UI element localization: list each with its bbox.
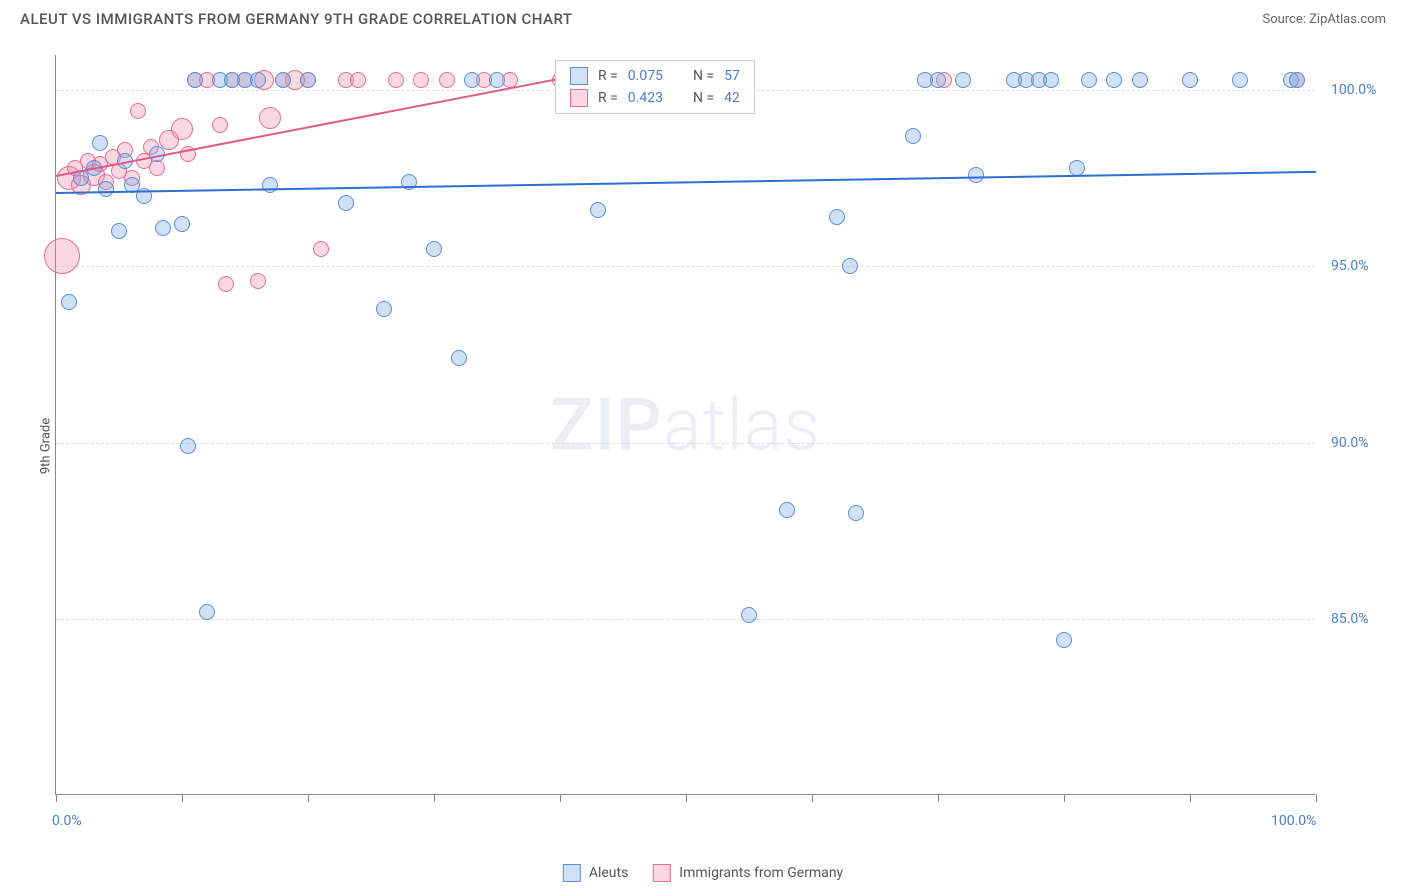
data-point (92, 135, 108, 151)
legend-swatch (563, 864, 581, 882)
chart-title: ALEUT VS IMMIGRANTS FROM GERMANY 9TH GRA… (20, 10, 573, 28)
data-point (155, 220, 171, 236)
legend-row: R = 0.075 N = 57 (556, 65, 754, 87)
x-tick-label: 100.0% (1271, 813, 1316, 829)
y-tick-label: 100.0% (1331, 82, 1376, 98)
legend-stats: R = 0.075 N = 57 R = 0.423 N = 42 (555, 60, 755, 114)
legend-swatch (570, 67, 588, 85)
data-point (174, 216, 190, 232)
data-point (300, 72, 316, 88)
x-tick (182, 794, 183, 802)
data-point (779, 502, 795, 518)
data-point (413, 72, 429, 88)
data-point (171, 118, 193, 140)
data-point (212, 117, 228, 133)
data-point (218, 276, 234, 292)
legend-r-label: R = (598, 90, 618, 106)
data-point (187, 72, 203, 88)
data-point (44, 238, 80, 274)
legend-n-label: N = (693, 90, 714, 106)
gridline (56, 443, 1315, 444)
data-point (149, 160, 165, 176)
source-label: Source: ZipAtlas.com (1262, 12, 1386, 27)
gridline (56, 619, 1315, 620)
x-tick (1064, 794, 1065, 802)
data-point (848, 505, 864, 521)
x-tick (434, 794, 435, 802)
trend-line (56, 73, 586, 177)
data-point (829, 209, 845, 225)
legend-swatch (653, 864, 671, 882)
x-tick-label: 0.0% (52, 813, 82, 829)
data-point (262, 177, 278, 193)
legend-row: R = 0.423 N = 42 (556, 87, 754, 109)
data-point (968, 167, 984, 183)
data-point (61, 294, 77, 310)
legend-r-value: 0.423 (628, 90, 663, 106)
data-point (98, 181, 114, 197)
data-point (1081, 72, 1097, 88)
data-point (199, 604, 215, 620)
gridline (56, 266, 1315, 267)
legend-n-value: 42 (724, 90, 740, 106)
scatter-plot-area: ZIPatlas 85.0%90.0%95.0%100.0%0.0%100.0% (55, 55, 1315, 795)
data-point (1106, 72, 1122, 88)
data-point (1069, 160, 1085, 176)
data-point (259, 107, 281, 129)
data-point (930, 72, 946, 88)
legend-item: Aleuts (563, 864, 628, 882)
legend-bottom: Aleuts Immigrants from Germany (563, 864, 843, 882)
data-point (590, 202, 606, 218)
data-point (426, 241, 442, 257)
legend-label: Aleuts (589, 865, 628, 881)
data-point (955, 72, 971, 88)
legend-n-value: 57 (724, 68, 740, 84)
data-point (1232, 72, 1248, 88)
data-point (388, 72, 404, 88)
y-tick-label: 95.0% (1331, 258, 1369, 274)
data-point (1289, 72, 1305, 88)
x-tick (812, 794, 813, 802)
x-tick (308, 794, 309, 802)
legend-n-label: N = (693, 68, 714, 84)
data-point (451, 350, 467, 366)
data-point (1132, 72, 1148, 88)
legend-r-label: R = (598, 68, 618, 84)
legend-r-value: 0.075 (628, 68, 663, 84)
x-tick (560, 794, 561, 802)
data-point (1056, 632, 1072, 648)
data-point (1182, 72, 1198, 88)
data-point (464, 72, 480, 88)
data-point (1043, 72, 1059, 88)
data-point (180, 438, 196, 454)
data-point (489, 72, 505, 88)
trend-line (56, 171, 1316, 194)
data-point (905, 128, 921, 144)
data-point (376, 301, 392, 317)
x-tick (1190, 794, 1191, 802)
data-point (439, 72, 455, 88)
legend-item: Immigrants from Germany (653, 864, 843, 882)
x-tick (1316, 794, 1317, 802)
y-tick-label: 85.0% (1331, 611, 1369, 627)
data-point (275, 72, 291, 88)
data-point (350, 72, 366, 88)
data-point (111, 223, 127, 239)
x-tick (686, 794, 687, 802)
y-tick-label: 90.0% (1331, 435, 1369, 451)
data-point (313, 241, 329, 257)
legend-swatch (570, 89, 588, 107)
watermark: ZIPatlas (550, 382, 821, 467)
data-point (130, 103, 146, 119)
x-tick (56, 794, 57, 802)
data-point (842, 258, 858, 274)
x-tick (938, 794, 939, 802)
data-point (250, 273, 266, 289)
data-point (741, 607, 757, 623)
legend-label: Immigrants from Germany (679, 865, 843, 881)
data-point (250, 72, 266, 88)
data-point (338, 195, 354, 211)
y-axis-label: 9th Grade (39, 418, 54, 474)
